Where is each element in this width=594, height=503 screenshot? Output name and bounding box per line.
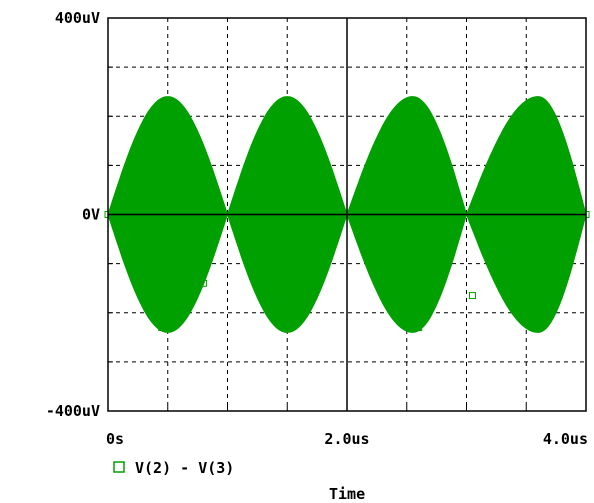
y-tick-label: -400uV <box>46 402 100 420</box>
axes <box>107 17 587 412</box>
x-tick-label: 0s <box>106 430 124 448</box>
series-marker <box>415 323 423 331</box>
x-tick-label: 2.0us <box>324 430 369 448</box>
y-tick-label: 0V <box>82 206 100 224</box>
series-marker <box>200 279 208 287</box>
y-tick-label: 400uV <box>55 9 100 27</box>
legend-label-v2-v3: V(2) - V(3) <box>135 459 234 477</box>
legend-marker-v2-v3 <box>113 461 125 473</box>
x-axis-label: Time <box>329 485 365 503</box>
series-marker <box>468 292 476 300</box>
series-marker <box>403 294 411 302</box>
tick-labels: -400uV 0V 400uV 0s 2.0us 4.0us <box>46 9 588 448</box>
grid <box>108 18 586 411</box>
legend: V(2) - V(3) <box>113 459 234 477</box>
series-marker <box>158 323 166 331</box>
x-tick-label: 4.0us <box>543 430 588 448</box>
